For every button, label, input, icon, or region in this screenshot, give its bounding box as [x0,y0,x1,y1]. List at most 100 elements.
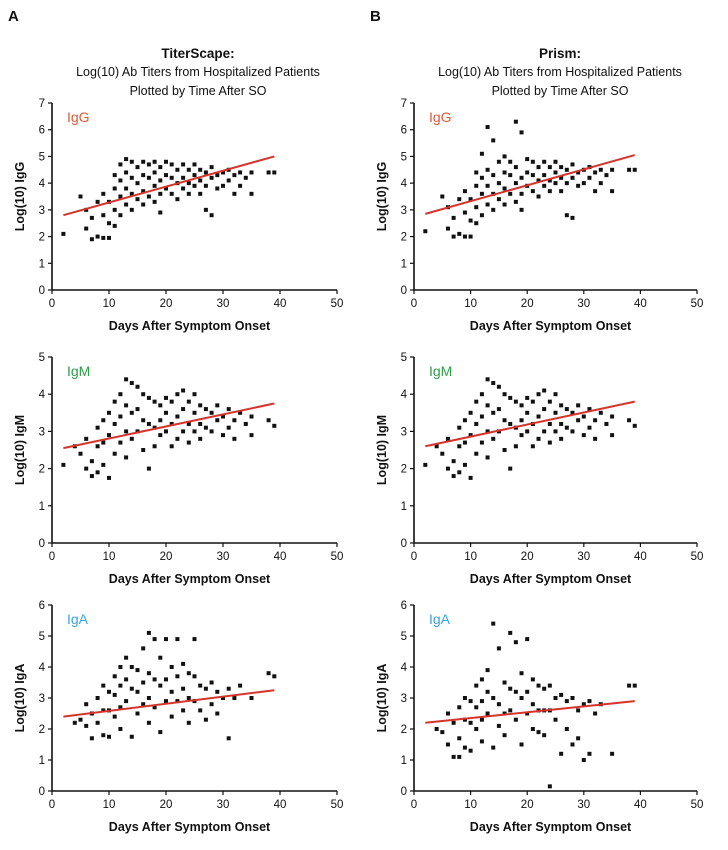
data-point-a-igg [198,178,203,183]
data-point-a-iga [129,665,134,669]
data-point-a-iga [186,671,191,676]
data-point-b-igg [502,154,507,159]
data-point-a-igm [198,403,203,408]
data-point-a-igg [186,181,191,186]
data-point-a-igm [266,418,271,423]
data-point-a-igm [215,418,220,423]
data-point-a-iga [72,720,77,725]
data-point-a-igm [78,451,83,456]
fit-line-b-igg [425,154,636,215]
data-point-a-iga [181,661,186,666]
data-point-b-igg [559,165,564,170]
data-point-b-igm [485,429,490,434]
data-point-b-igg [513,199,518,204]
data-point-a-igg [101,213,106,218]
data-point-b-iga [553,717,558,722]
data-point-a-igm [164,410,168,415]
x-tick-label-b-igg: 0 [411,298,417,310]
data-point-b-igm [525,410,530,415]
data-point-a-igm [192,392,197,397]
data-point-a-igg [186,191,191,196]
data-point-a-igm [243,421,248,426]
data-point-b-iga [525,689,530,694]
data-point-b-igm [519,403,524,408]
data-point-b-igm [491,436,496,441]
x-tick-label-a-iga: 30 [217,799,230,811]
data-point-a-iga [118,727,123,731]
data-point-b-igm [519,433,524,438]
data-point-a-igg [209,165,214,170]
data-point-b-igm [542,407,547,412]
data-point-b-iga [530,677,535,682]
data-point-b-igg [547,165,552,170]
data-point-b-igg [576,183,581,188]
data-point-a-igm [169,421,174,426]
data-point-a-iga [107,689,111,694]
data-point-b-iga [508,686,513,691]
data-point-b-igg [496,181,501,186]
data-point-b-igm [485,403,490,408]
data-point-b-igm [610,414,615,419]
y-axis-label-b-igm: Log(10) IgM [375,415,389,485]
data-point-b-igg [485,183,490,188]
data-point-a-igm [61,462,66,467]
fit-line-a-iga [63,689,275,718]
x-tick-label-b-iga: 40 [634,799,647,811]
data-point-b-igm [496,407,501,412]
data-point-a-iga [181,708,186,713]
data-point-b-igm [564,407,569,412]
data-point-a-igm [124,429,129,434]
data-point-b-igg [474,183,479,188]
data-point-b-igg [457,231,462,236]
data-point-a-iga [152,637,157,642]
data-point-b-igg [593,170,598,175]
data-point-a-igm [186,440,191,445]
data-point-a-igm [141,392,146,397]
data-point-a-iga [186,720,191,725]
fit-line-b-iga [425,700,635,724]
panel-b-title: Prism: Log(10) Ab Titers from Hospitaliz… [395,44,725,101]
data-point-b-igm [485,455,490,460]
data-point-a-igm [84,436,89,441]
y-tick-label-b-igm: 2 [401,464,407,476]
data-point-a-iga [101,683,106,688]
data-point-a-iga [158,683,163,688]
data-point-b-igm [593,418,598,423]
data-point-a-iga [169,665,174,669]
data-point-a-igm [209,429,214,434]
data-point-b-igm [502,392,507,397]
data-point-b-iga [547,784,552,789]
y-tick-label-a-iga: 4 [39,662,46,674]
data-point-a-igm [158,418,163,423]
data-point-a-igg [209,213,214,218]
data-point-b-igg [474,170,479,175]
fit-line-a-igm [63,402,275,450]
y-tick-label-a-igm: 0 [39,538,45,550]
data-point-a-igg [135,181,140,186]
data-point-a-igg [164,173,168,178]
data-point-a-igm [84,466,89,471]
data-point-b-iga [485,689,490,694]
data-point-a-iga [124,699,129,704]
y-tick-label-a-iga: 0 [39,786,45,798]
data-point-b-iga [627,683,632,688]
data-point-a-igm [141,418,146,423]
data-point-a-igg [118,178,123,183]
data-point-a-iga [124,655,129,660]
data-point-a-iga [226,736,231,741]
y-tick-label-a-igm: 3 [39,426,45,438]
data-point-b-igg [525,157,530,162]
data-point-b-iga [632,683,637,688]
data-point-a-igg [89,237,94,242]
data-point-a-igg [95,199,100,204]
data-point-b-igg [598,181,603,186]
data-point-b-igg [457,197,462,202]
data-point-b-iga [530,702,535,707]
data-point-a-igm [158,433,163,438]
data-point-b-iga [525,711,530,716]
data-point-a-igg [243,175,248,180]
y-tick-label-b-igm: 0 [401,538,407,550]
data-point-b-iga [513,689,518,694]
x-tick-label-a-igm: 40 [274,551,287,563]
data-point-b-igg [508,159,513,164]
